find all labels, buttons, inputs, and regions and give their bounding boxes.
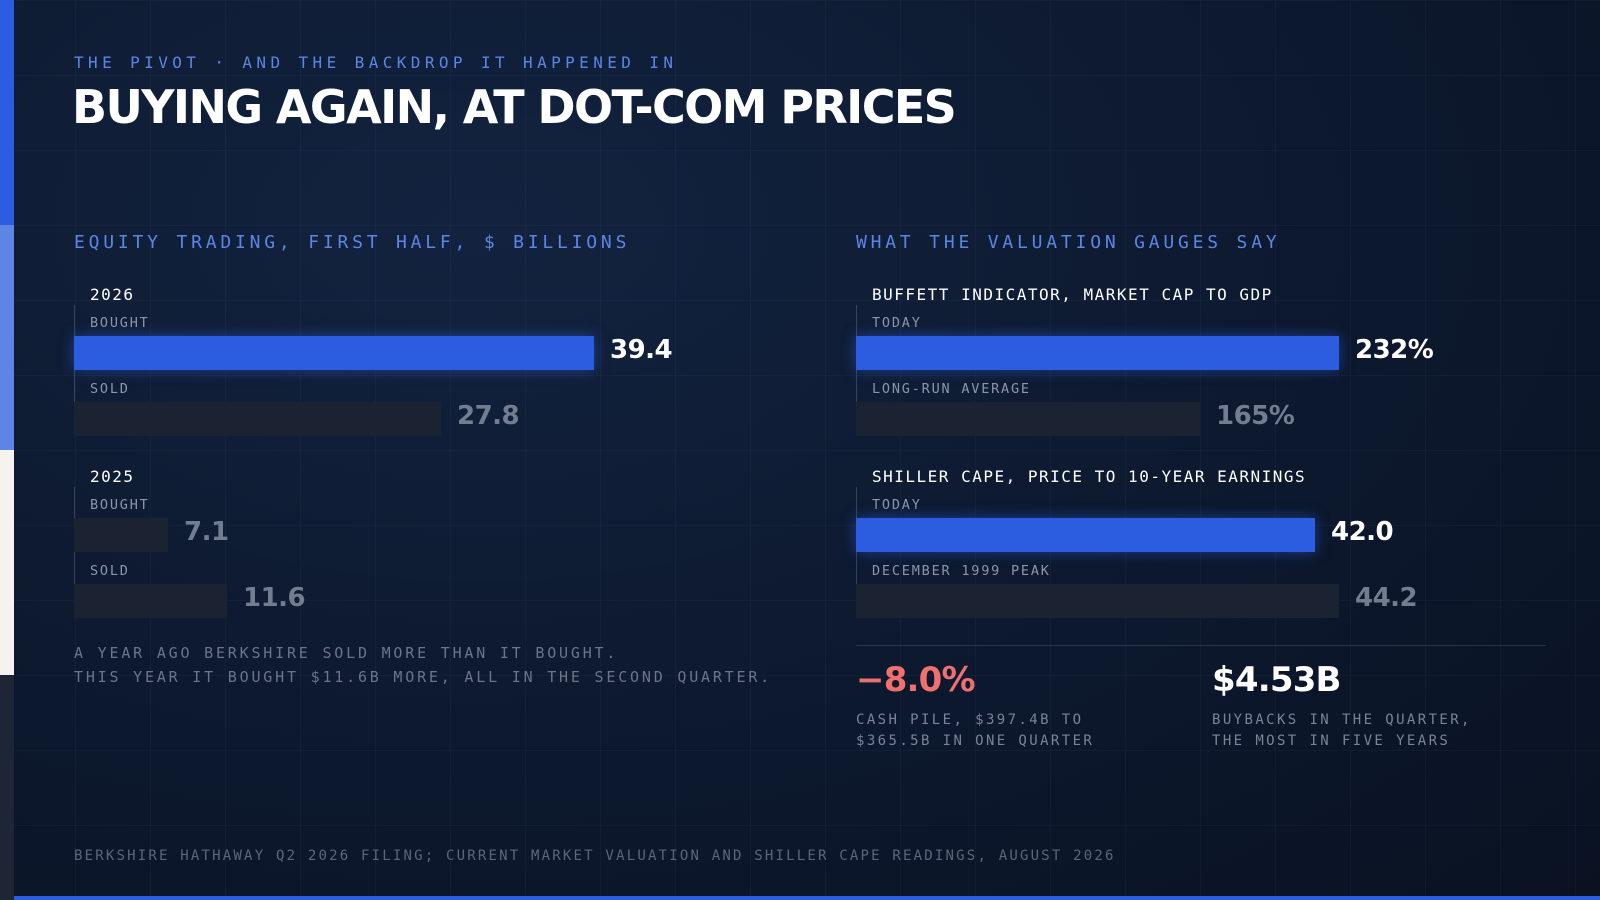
bar-buffett-indicator-ma-today	[856, 336, 1339, 370]
side-strip-segment	[0, 225, 14, 450]
side-strip-segment	[0, 675, 14, 900]
value-label-long-run-average: 165%	[1216, 401, 1295, 431]
buybacks-caption-line-2: THE MOST IN FIVE YEARS	[1212, 733, 1451, 749]
row-label-long-run-average: LONG-RUN AVERAGE	[872, 381, 1031, 397]
group-label-buffett-indicator-market-cap-to-gdp: BUFFETT INDICATOR, MARKET CAP TO GDP	[872, 285, 1273, 304]
buybacks-caption-line-1: BUYBACKS IN THE QUARTER,	[1212, 712, 1472, 728]
page-title: BUYING AGAIN, AT DOT-COM PRICES	[72, 80, 957, 134]
stats-divider	[856, 645, 1546, 646]
group-label-2026: 2026	[90, 285, 135, 304]
row-label-today: TODAY	[872, 315, 922, 331]
bar-buffett-indicator-ma-long-run-average	[856, 402, 1200, 436]
bar-2025-sold	[74, 584, 227, 618]
bar-shiller-cape-price-t-today	[856, 518, 1315, 552]
cash-pile-caption-line-2: $365.5B IN ONE QUARTER	[856, 733, 1095, 749]
row-label-bought: BOUGHT	[90, 315, 150, 331]
cash-pile-change-value: −8.0%	[856, 660, 976, 700]
bar-shiller-cape-price-t-december-1999-peak	[856, 584, 1339, 618]
value-label-sold: 11.6	[243, 583, 306, 613]
kicker: THE PIVOT · AND THE BACKDROP IT HAPPENED…	[74, 53, 678, 72]
note-line-2: THIS YEAR IT BOUGHT $11.6B MORE, ALL IN …	[74, 668, 773, 686]
bar-2025-bought	[74, 518, 168, 552]
side-strip-segment	[0, 450, 14, 675]
row-label-december-1999-peak: DECEMBER 1999 PEAK	[872, 563, 1051, 579]
row-label-today: TODAY	[872, 497, 922, 513]
bottom-accent-line	[14, 896, 1600, 900]
value-label-today: 42.0	[1331, 517, 1394, 547]
group-label-shiller-cape-price-to-10-year-earnings: SHILLER CAPE, PRICE TO 10-YEAR EARNINGS	[872, 467, 1307, 486]
value-label-sold: 27.8	[457, 401, 520, 431]
note-line-1: A YEAR AGO BERKSHIRE SOLD MORE THAN IT B…	[74, 644, 619, 662]
side-strip-segment	[0, 0, 14, 225]
bar-2026-sold	[74, 402, 441, 436]
side-color-strip	[0, 0, 14, 900]
bar-2026-bought	[74, 336, 594, 370]
group-label-2025: 2025	[90, 467, 135, 486]
row-label-bought: BOUGHT	[90, 497, 150, 513]
left-panel-heading: EQUITY TRADING, FIRST HALF, $ BILLIONS	[74, 232, 631, 253]
value-label-bought: 39.4	[610, 335, 673, 365]
cash-pile-caption-line-1: CASH PILE, $397.4B TO	[856, 712, 1084, 728]
value-label-today: 232%	[1355, 335, 1434, 365]
buybacks-value: $4.53B	[1212, 660, 1341, 700]
source-note: BERKSHIRE HATHAWAY Q2 2026 FILING; CURRE…	[74, 848, 1116, 864]
right-panel-heading: WHAT THE VALUATION GAUGES SAY	[856, 232, 1281, 253]
value-label-bought: 7.1	[184, 517, 229, 547]
row-label-sold: SOLD	[90, 381, 130, 397]
value-label-december-1999-peak: 44.2	[1355, 583, 1418, 613]
row-label-sold: SOLD	[90, 563, 130, 579]
